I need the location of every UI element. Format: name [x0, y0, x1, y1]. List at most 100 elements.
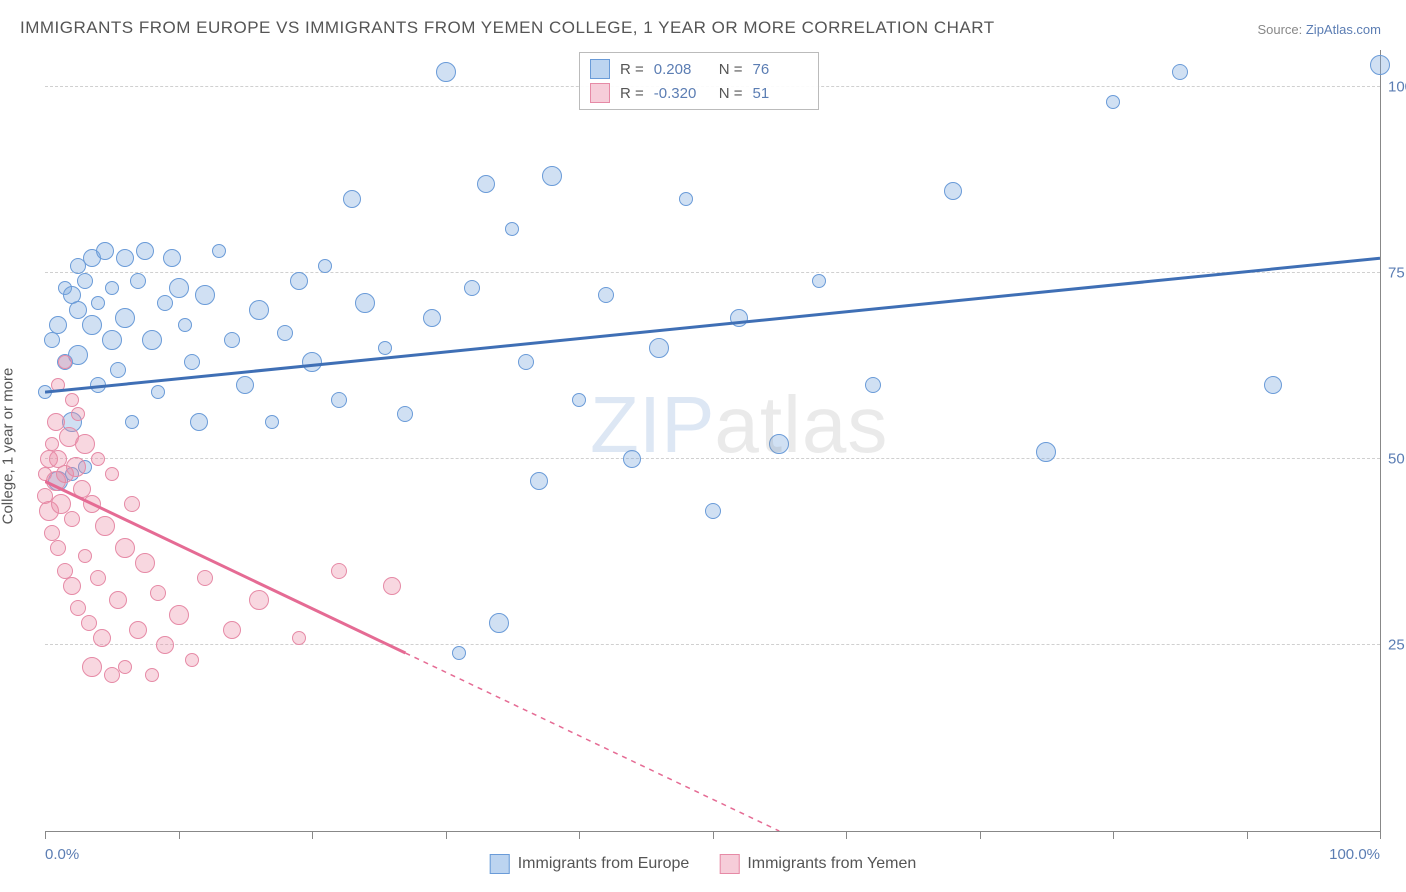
data-point-europe: [530, 472, 548, 490]
data-point-yemen: [129, 621, 147, 639]
data-point-yemen: [66, 457, 86, 477]
y-axis-label: College, 1 year or more: [0, 368, 17, 525]
data-point-europe: [190, 413, 208, 431]
data-point-europe: [265, 415, 279, 429]
data-point-yemen: [51, 378, 65, 392]
data-point-europe: [542, 166, 562, 186]
data-point-europe: [505, 222, 519, 236]
r-value-yemen: -0.320: [654, 85, 709, 102]
data-point-europe: [44, 332, 60, 348]
legend-label-europe: Immigrants from Europe: [518, 855, 690, 873]
n-label: N =: [719, 85, 743, 102]
data-point-europe: [178, 318, 192, 332]
data-point-europe: [423, 309, 441, 327]
data-point-europe: [249, 300, 269, 320]
data-point-europe: [105, 281, 119, 295]
data-point-yemen: [109, 591, 127, 609]
x-tick: [312, 831, 313, 839]
watermark-part-1: ZIP: [590, 380, 714, 469]
data-point-europe: [277, 325, 293, 341]
data-point-europe: [865, 377, 881, 393]
data-point-europe: [489, 613, 509, 633]
n-value-yemen: 51: [753, 85, 808, 102]
legend-item-europe: Immigrants from Europe: [490, 854, 690, 874]
data-point-yemen: [150, 585, 166, 601]
source-attribution: Source: ZipAtlas.com: [1257, 22, 1381, 37]
x-tick: [579, 831, 580, 839]
data-point-europe: [110, 362, 126, 378]
data-point-europe: [769, 434, 789, 454]
data-point-europe: [130, 273, 146, 289]
data-point-yemen: [115, 538, 135, 558]
data-point-yemen: [331, 563, 347, 579]
swatch-yemen-top: [590, 83, 610, 103]
x-tick: [846, 831, 847, 839]
data-point-europe: [77, 273, 93, 289]
data-point-yemen: [65, 393, 79, 407]
data-point-europe: [331, 392, 347, 408]
data-point-europe: [436, 62, 456, 82]
data-point-europe: [142, 330, 162, 350]
data-point-europe: [623, 450, 641, 468]
data-point-yemen: [71, 407, 85, 421]
n-label: N =: [719, 61, 743, 78]
data-point-europe: [195, 285, 215, 305]
data-point-europe: [1264, 376, 1282, 394]
y-tick-label: 25.0%: [1388, 637, 1406, 654]
data-point-yemen: [58, 355, 72, 369]
data-point-yemen: [81, 615, 97, 631]
data-point-europe: [944, 182, 962, 200]
data-point-europe: [102, 330, 122, 350]
data-point-yemen: [44, 525, 60, 541]
x-tick-label: 0.0%: [45, 846, 79, 863]
data-point-yemen: [145, 668, 159, 682]
data-point-yemen: [83, 495, 101, 513]
legend-label-yemen: Immigrants from Yemen: [747, 855, 916, 873]
data-point-yemen: [249, 590, 269, 610]
data-point-europe: [477, 175, 495, 193]
data-point-europe: [397, 406, 413, 422]
data-point-yemen: [63, 577, 81, 595]
source-prefix: Source:: [1257, 22, 1305, 37]
r-label: R =: [620, 61, 644, 78]
data-point-europe: [679, 192, 693, 206]
data-point-europe: [96, 242, 114, 260]
source-link[interactable]: ZipAtlas.com: [1306, 22, 1381, 37]
data-point-europe: [452, 646, 466, 660]
data-point-europe: [812, 274, 826, 288]
chart-title: IMMIGRANTS FROM EUROPE VS IMMIGRANTS FRO…: [20, 18, 995, 38]
data-point-yemen: [135, 553, 155, 573]
data-point-yemen: [82, 657, 102, 677]
watermark-part-2: atlas: [714, 380, 888, 469]
swatch-europe: [490, 854, 510, 874]
data-point-europe: [91, 296, 105, 310]
data-point-yemen: [124, 496, 140, 512]
legend-stats-row-europe: R =0.208N =76: [590, 57, 808, 81]
data-point-europe: [157, 295, 173, 311]
x-tick: [713, 831, 714, 839]
data-point-europe: [212, 244, 226, 258]
data-point-yemen: [223, 621, 241, 639]
data-point-europe: [236, 376, 254, 394]
data-point-europe: [115, 308, 135, 328]
data-point-europe: [125, 415, 139, 429]
data-point-europe: [705, 503, 721, 519]
data-point-yemen: [105, 467, 119, 481]
chart-plot-area: ZIPatlas R =0.208N =76R =-0.320N =51 25.…: [45, 50, 1381, 832]
trend-lines: [45, 50, 1380, 831]
data-point-yemen: [95, 516, 115, 536]
data-point-yemen: [45, 437, 59, 451]
data-point-europe: [224, 332, 240, 348]
data-point-yemen: [50, 540, 66, 556]
data-point-europe: [82, 315, 102, 335]
data-point-europe: [136, 242, 154, 260]
x-tick: [45, 831, 46, 839]
data-point-europe: [163, 249, 181, 267]
data-point-europe: [38, 385, 52, 399]
data-point-europe: [169, 278, 189, 298]
data-point-yemen: [93, 629, 111, 647]
data-point-yemen: [383, 577, 401, 595]
data-point-europe: [343, 190, 361, 208]
data-point-europe: [1036, 442, 1056, 462]
x-tick: [980, 831, 981, 839]
